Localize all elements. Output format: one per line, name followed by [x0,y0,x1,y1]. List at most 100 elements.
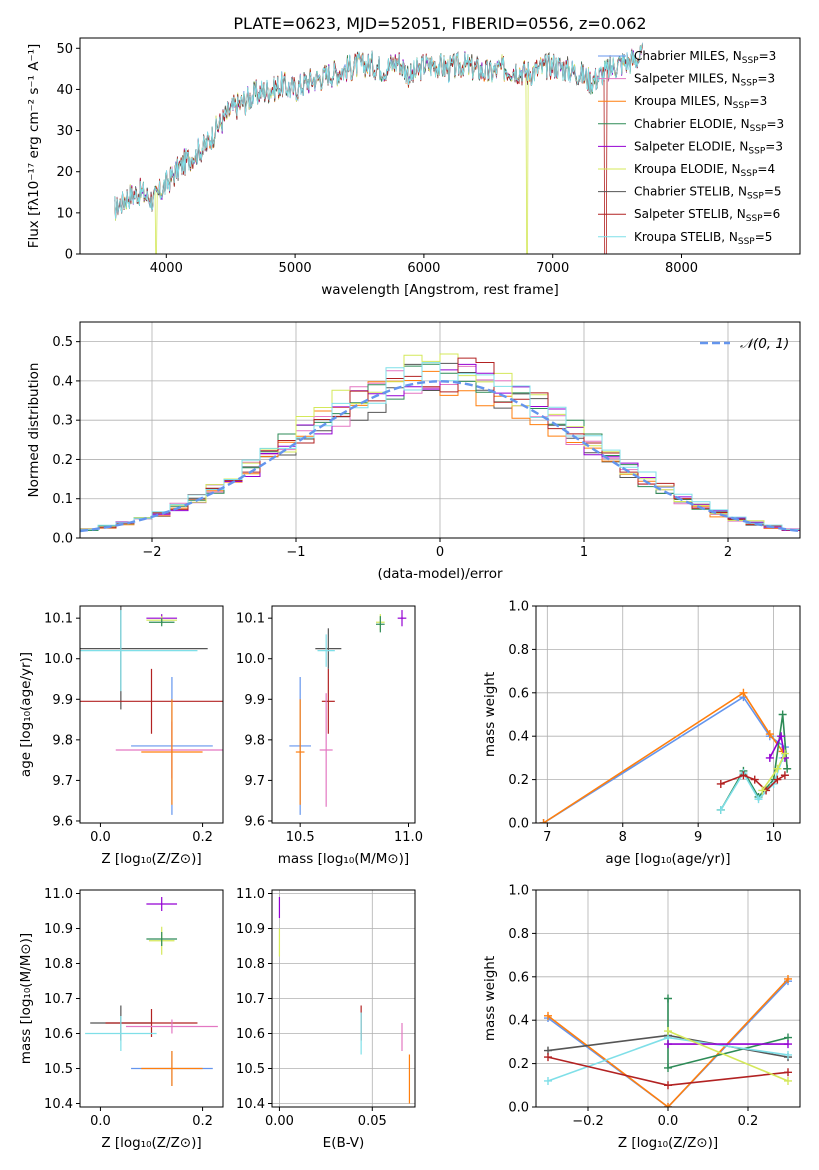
weight-vs-z-y-tick-label: 0.2 [508,1057,529,1072]
weight-vs-age-series-marker [780,749,789,758]
weight-vs-z-series-marker [664,1027,672,1036]
weight-vs-age-series-marker [780,771,789,780]
legend-eq: = [750,94,760,108]
legend-series-name: Kroupa ELODIE [634,162,724,176]
legend-entry: Kroupa ELODIE, NSSP=4 [634,162,775,179]
weight-vs-z-y-tick-label: 1.0 [508,884,529,899]
legend-eq: = [763,207,773,221]
residuals-y-tick-label: 0.1 [52,492,73,507]
legend-nssp-prefix: , N [724,162,741,176]
age-vs-mass-y-tick-label: 10.0 [236,652,265,667]
age-vs-z-plot-area [80,606,223,815]
legend-entry: Salpeter ELODIE, NSSP=3 [634,139,783,156]
mass-vs-z-y-tick-label: 10.7 [44,992,73,1007]
legend-nssp-value: 3 [760,94,768,108]
weight-vs-age-series-marker [754,795,763,804]
mass-vs-z-frame [79,889,224,1108]
weight-vs-age-y-tick-label: 0.6 [508,686,529,701]
spectrum-y-tick-label: 30 [56,124,73,139]
age-vs-z-panel: 0.0 0.2 9.6 9.7 9.8 9.9 10.0 10.1 Z [log₁₀(Z/Z⊙)… [18,605,224,867]
weight-vs-age-y-tick-label: 0.8 [508,643,529,658]
legend-eq: = [757,72,767,86]
legend-entry: Chabrier ELODIE, NSSP=3 [634,117,784,134]
weight-vs-z-x-tick-label: 0.2 [738,1114,759,1129]
weight-vs-z-frame [535,889,801,1108]
legend-series-name: Kroupa MILES [634,94,716,108]
legend-entry: Chabrier STELIB, NSSP=5 [634,185,782,202]
weight-vs-age-y-axis-label: mass weight [482,672,498,757]
age-vs-z-y-tick-label: 9.9 [52,693,73,708]
age-vs-z-y-tick-label: 10.1 [44,612,73,627]
weight-vs-age-series-line [543,691,784,823]
residual-histogram [80,362,800,531]
mass-vs-ebv-y-tick-label: 10.4 [236,1097,265,1112]
age-vs-mass-y-tick-label: 9.8 [244,733,265,748]
legend-series-name: Chabrier STELIB [634,185,730,199]
mass-vs-ebv-x-axis-label: E(B-V) [323,1135,365,1151]
residuals-x-tick-label: −2 [142,545,161,560]
legend-entry: Salpeter STELIB, NSSP=6 [634,207,780,224]
residuals-x-tick-label: −1 [286,545,305,560]
mass-vs-z-y-tick-label: 10.6 [44,1027,73,1042]
weight-vs-z-y-tick-label: 0.0 [508,1101,529,1116]
legend-series-name: Salpeter ELODIE [634,139,732,153]
spectrum-y-axis-label: Flux [fλ10⁻¹⁷ erg cm⁻² s⁻¹ A⁻¹] [26,44,42,249]
weight-vs-age-series-marker [758,786,767,795]
weight-vs-age-x-tick-label: 8 [619,830,627,845]
weight-vs-age-y-tick-label: 0.0 [508,817,529,832]
weight-vs-z-series-marker [544,1011,552,1020]
weight-vs-age-y-tick-label: 1.0 [508,600,529,615]
spectrum-y-tick-label: 10 [56,206,73,221]
legend-nssp-prefix: , N [725,49,742,63]
legend-entry: 𝒩(0, 1) [740,336,789,352]
spectrum-y-tick-label: 50 [56,42,73,57]
age-vs-mass-x-axis-label: mass [log₁₀(M/M⊙)] [278,851,409,867]
weight-vs-age-series-marker [783,764,792,773]
weight-vs-z-y-tick-label: 0.4 [508,1014,529,1029]
legend-eq: = [766,117,776,131]
legend-eq: = [757,162,767,176]
weight-vs-z-series-marker [664,1040,672,1049]
weight-vs-z-x-tick-label: 0.0 [658,1114,679,1129]
legend-eq: = [764,185,774,199]
mass-vs-z-y-axis-label: mass [log₁₀(M/M⊙)] [18,933,34,1064]
weight-vs-age-y-tick-label: 0.4 [508,730,529,745]
spectrum-x-axis-label: wavelength [Angstrom, rest frame] [321,282,559,298]
weight-vs-z-series-line [547,980,789,1107]
legend-series-name: Kroupa STELIB [634,230,721,244]
age-vs-z-y-tick-label: 9.8 [52,733,73,748]
residuals-y-tick-label: 0.4 [52,374,73,389]
mass-vs-ebv-y-tick-label: 11.0 [236,887,265,902]
legend-nssp-prefix: , N [730,185,747,199]
residuals-y-tick-label: 0.2 [52,453,73,468]
weight-vs-age-panel: 7 8 9 10 0.0 0.2 0.4 0.6 0.8 1.0 age [log₁₀(age/yr… [482,600,801,867]
residuals-y-tick-label: 0.0 [52,532,73,547]
legend-nssp-value: 3 [775,139,783,153]
residuals-x-tick-label: 2 [724,545,732,560]
legend-eq: = [765,139,775,153]
residuals-frame [79,321,801,539]
mass-vs-ebv-x-tick-label: 0.00 [265,1114,294,1129]
weight-vs-age-series-marker [765,730,774,739]
mass-vs-z-y-tick-label: 10.8 [44,957,73,972]
mass-vs-ebv-y-tick-label: 10.9 [236,922,265,937]
weight-vs-age-series-marker [716,805,725,814]
weight-vs-z-y-tick-label: 0.6 [508,970,529,985]
spectrum-plot-area [114,42,643,254]
mass-vs-z-y-tick-label: 11.0 [44,887,73,902]
mass-vs-ebv-y-tick-label: 10.5 [236,1062,265,1077]
weight-vs-z-series-marker [784,1076,792,1085]
spectrum-x-tick-label: 8000 [665,261,698,276]
residuals-plot-area [80,322,800,538]
spectrum-x-tick-label: 4000 [150,261,183,276]
age-vs-mass-y-tick-label: 9.6 [244,814,265,829]
age-vs-mass-y-tick-label: 9.9 [244,693,265,708]
weight-vs-age-y-tick-label: 0.2 [508,773,529,788]
legend-nssp-sub: SSP [748,146,765,156]
weight-vs-age-series-line [543,696,786,823]
weight-vs-z-series-marker [664,1081,672,1090]
age-vs-mass-plot-area [289,610,407,815]
spectrum-x-tick-label: 7000 [536,261,569,276]
legend-series-name: Salpeter MILES [634,72,724,86]
age-vs-mass-y-tick-label: 9.7 [244,774,265,789]
